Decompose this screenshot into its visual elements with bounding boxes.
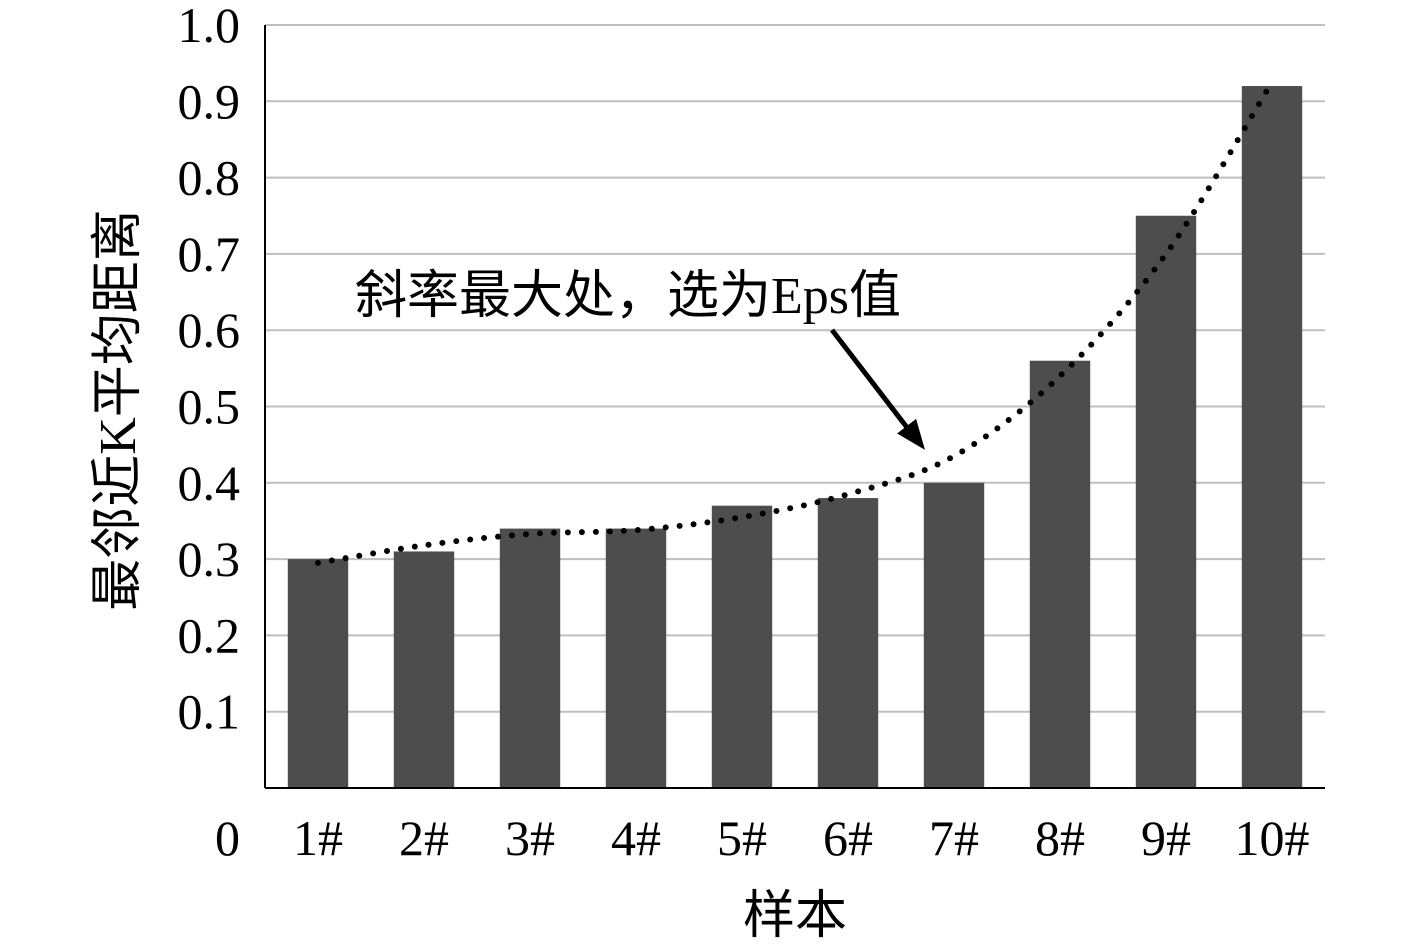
x-axis-title: 样本	[743, 888, 847, 945]
y-tick-labels: 0 0.1 0.2 0.3 0.4 0.5 0.6 0.7 0.8 0.9 1.0	[178, 0, 241, 866]
y-tick-label: 0.4	[178, 455, 241, 511]
x-tick-label: 9#	[1141, 810, 1191, 866]
x-tick-label: 4#	[611, 810, 661, 866]
x-tick-label: 2#	[399, 810, 449, 866]
annotation-arrow	[830, 328, 925, 450]
bars	[287, 86, 1303, 789]
bar-7	[923, 482, 985, 788]
trend-line	[315, 79, 1275, 566]
x-tick-label: 8#	[1035, 810, 1085, 866]
x-tick-label: 10#	[1235, 810, 1310, 866]
bar-10	[1241, 86, 1303, 789]
y-tick-label: 0.8	[178, 150, 241, 206]
x-tick-label: 5#	[717, 810, 767, 866]
y-tick-label: 0.2	[178, 607, 241, 663]
y-axis-title: 最邻近K平均距离	[90, 209, 147, 611]
bar-4	[605, 528, 667, 788]
x-tick-label: 1#	[293, 810, 343, 866]
y-tick-label: 0.9	[178, 73, 241, 129]
y-tick-label: 0.5	[178, 379, 241, 435]
y-tick-label: 0.6	[178, 302, 241, 358]
bar-8	[1029, 360, 1091, 788]
trend-curve	[315, 79, 1275, 566]
annotation-text: 斜率最大处，选为Eps值	[355, 268, 901, 325]
y-tick-label: 0.3	[178, 531, 241, 587]
bar-6	[817, 498, 879, 788]
y-tick-label: 0.7	[178, 226, 241, 282]
x-tick-label: 3#	[505, 810, 555, 866]
bar-9	[1135, 215, 1197, 788]
x-tick-label: 6#	[823, 810, 873, 866]
bar-2	[393, 551, 455, 788]
y-tick-label: 1.0	[178, 0, 241, 53]
x-tick-labels: 1# 2# 3# 4# 5# 6# 7# 8# 9# 10#	[293, 810, 1310, 866]
bar-5	[711, 505, 773, 788]
y-tick-label: 0.1	[178, 684, 241, 740]
bar-3	[499, 528, 561, 788]
arrow-head	[897, 418, 925, 450]
x-tick-label: 7#	[929, 810, 979, 866]
y-tick-label: 0	[215, 810, 240, 866]
arrow-shaft	[830, 328, 917, 440]
bar-1	[287, 559, 349, 788]
axes	[264, 25, 1325, 789]
